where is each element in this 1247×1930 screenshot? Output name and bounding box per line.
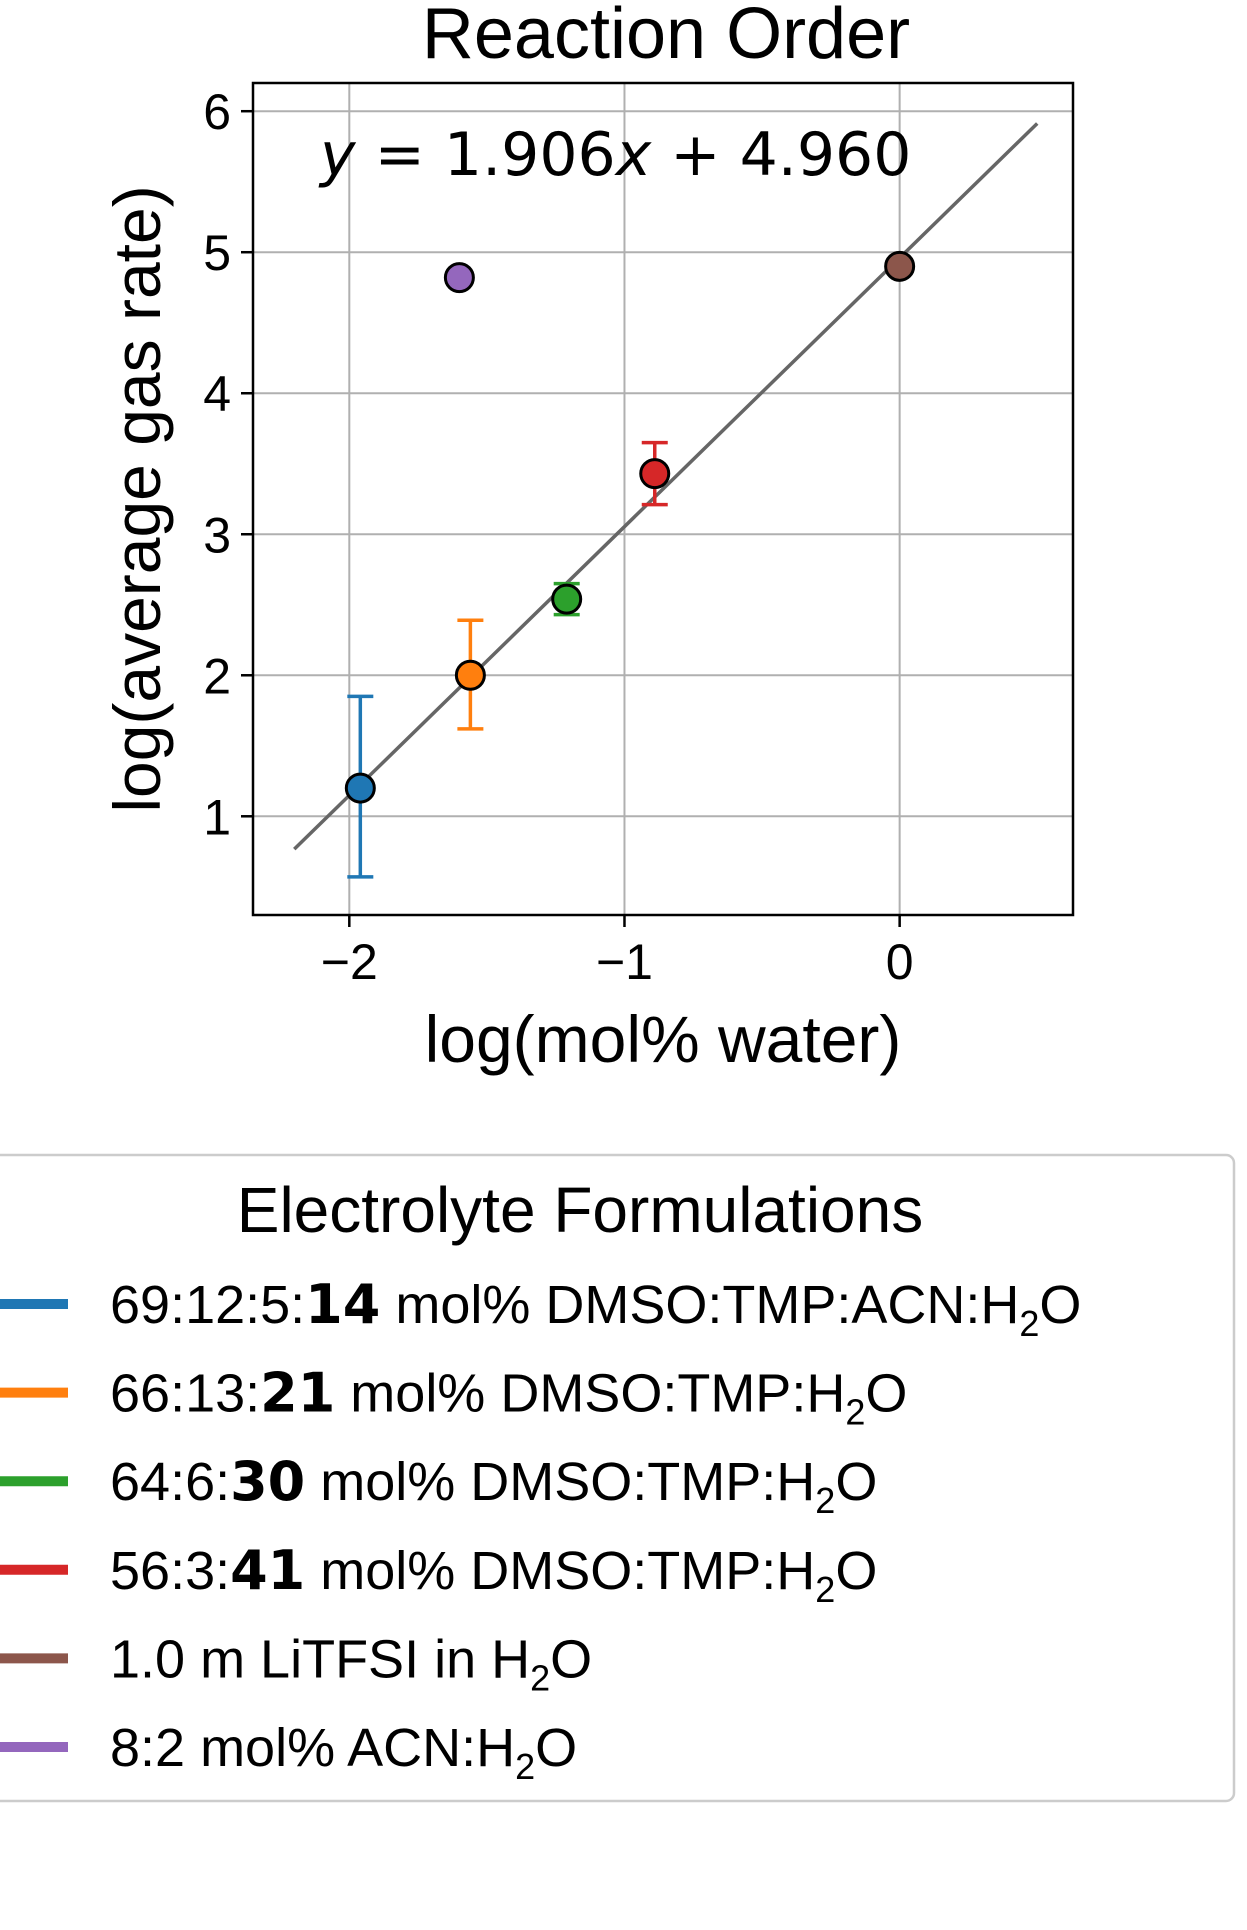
equation-slope: = 1.906 (356, 120, 616, 190)
legend-label-bold: 41 (230, 1539, 305, 1602)
legend-label-tail: O (535, 1718, 577, 1778)
data-point (454, 659, 486, 691)
legend-label-subscript: 2 (1019, 1303, 1039, 1344)
legend-label-suffix: mol% DMSO:TMP:H (305, 1452, 815, 1512)
y-tick-label: 2 (203, 648, 231, 704)
data-point (443, 262, 475, 294)
legend-label-prefix: 64:6: (110, 1452, 230, 1512)
legend-label-subscript: 2 (530, 1657, 550, 1698)
equation-lhs: y (318, 120, 357, 190)
data-point (551, 583, 583, 615)
legend-label-prefix: 69:12:5: (110, 1275, 305, 1335)
legend-label-subscript: 2 (815, 1480, 835, 1521)
chart-title: Reaction Order (422, 0, 910, 74)
axis-ticks: −2 −1 0 1 2 3 4 5 6 (203, 84, 913, 990)
x-tick-label: −2 (321, 934, 378, 990)
legend-label: 56:3:41 mol% DMSO:TMP:H2O (110, 1539, 877, 1610)
legend-label-subscript: 2 (845, 1392, 865, 1433)
legend-label-prefix: 56:3: (110, 1541, 230, 1601)
plot-frame (251, 81, 1075, 917)
legend-label-prefix: 66:13: (110, 1364, 260, 1424)
x-axis-label: log(mol% water) (425, 1002, 902, 1076)
legend-label-bold: 30 (230, 1450, 305, 1513)
fit-line (293, 122, 1039, 851)
legend-box (0, 1153, 1236, 1803)
legend-label: 66:13:21 mol% DMSO:TMP:H2O (110, 1362, 907, 1433)
legend-label-subscript: 2 (815, 1569, 835, 1610)
data-point (639, 458, 671, 490)
x-tick-label: 0 (886, 934, 914, 990)
data-point (884, 250, 916, 282)
legend-label: 1.0 m LiTFSI in H2O (110, 1629, 592, 1698)
fit-line-group (293, 122, 1039, 851)
legend-label-bold: 21 (260, 1362, 335, 1425)
legend-label-tail: O (835, 1452, 877, 1512)
y-tick-label: 4 (203, 366, 231, 422)
y-axis-label: log(average gas rate) (100, 185, 174, 812)
legend-label-prefix: 8:2 mol% ACN:H (110, 1718, 515, 1778)
y-tick-label: 1 (203, 789, 231, 845)
x-tick-label: −1 (596, 934, 653, 990)
legend-label-prefix: 1.0 m LiTFSI in H (110, 1629, 530, 1689)
equation-intercept: + 4.960 (651, 120, 911, 190)
legend-label-suffix: mol% DMSO:TMP:ACN:H (380, 1275, 1019, 1335)
y-tick-label: 3 (203, 507, 231, 563)
legend-label-tail: O (865, 1364, 907, 1424)
legend-label-suffix: mol% DMSO:TMP:H (335, 1364, 845, 1424)
legend: Electrolyte Formulations 69:12:5:14 mol%… (0, 1153, 1236, 1803)
legend-label-tail: O (550, 1629, 592, 1689)
legend-label-subscript: 2 (515, 1746, 535, 1787)
legend-items: 69:12:5:14 mol% DMSO:TMP:ACN:H2O66:13:21… (0, 1273, 1081, 1787)
legend-label: 69:12:5:14 mol% DMSO:TMP:ACN:H2O (110, 1273, 1081, 1344)
legend-label: 8:2 mol% ACN:H2O (110, 1718, 577, 1787)
data-point (344, 772, 376, 804)
fit-equation: y = 1.906x + 4.960 (318, 120, 911, 190)
legend-label-tail: O (835, 1541, 877, 1601)
equation-var: x (614, 120, 652, 190)
data-points (344, 250, 916, 879)
y-tick-label: 6 (203, 84, 231, 140)
legend-title: Electrolyte Formulations (237, 1174, 923, 1246)
legend-label-suffix: mol% DMSO:TMP:H (305, 1541, 815, 1601)
grid (253, 83, 1073, 915)
y-tick-label: 5 (203, 225, 231, 281)
legend-label: 64:6:30 mol% DMSO:TMP:H2O (110, 1450, 877, 1521)
legend-label-tail: O (1039, 1275, 1081, 1335)
legend-label-bold: 14 (305, 1273, 380, 1336)
